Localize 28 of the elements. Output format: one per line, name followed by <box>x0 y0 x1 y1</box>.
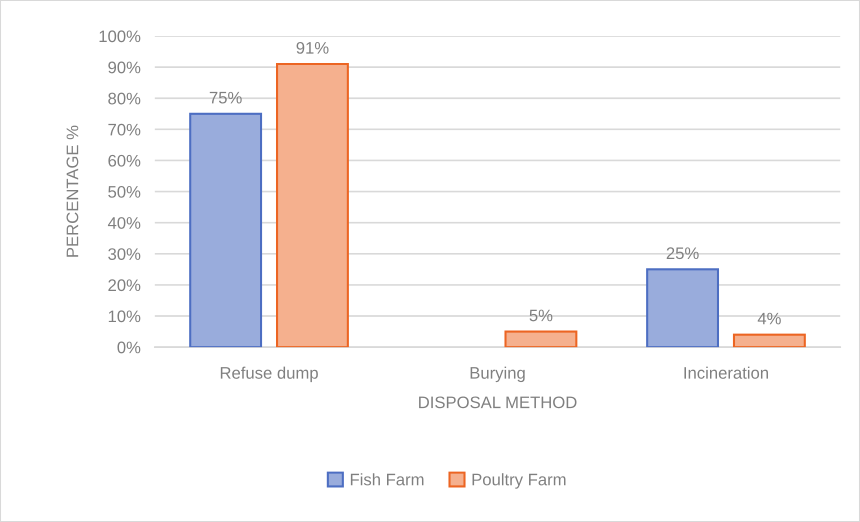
bar <box>189 112 262 348</box>
data-label: 75% <box>210 92 242 104</box>
x-axis-title: DISPOSAL METHOD <box>419 396 577 408</box>
y-tick-label: 90% <box>108 62 140 74</box>
data-label: 4% <box>758 312 781 324</box>
bar <box>276 62 349 348</box>
y-tick-label: 10% <box>108 310 140 322</box>
y-tick-label: 0% <box>117 342 140 354</box>
bar <box>646 268 720 348</box>
legend-label: Poultry Farm <box>472 473 566 489</box>
x-tick-label: Burying <box>470 366 525 382</box>
data-label: 5% <box>530 310 552 322</box>
bar <box>732 334 806 348</box>
y-tick-label: 70% <box>108 124 140 136</box>
y-axis-title: PERCENTAGE % <box>66 126 78 257</box>
data-label: 91% <box>296 42 329 54</box>
y-tick-label: 20% <box>108 279 140 292</box>
legend-label: Fish Farm <box>350 473 424 486</box>
y-tick-label: 100% <box>100 30 140 42</box>
y-tick-label: 50% <box>108 186 140 198</box>
y-tick-label: 40% <box>108 217 140 229</box>
x-tick-label: Incineration <box>684 366 768 379</box>
x-tick-label: Refuse dump <box>220 366 318 382</box>
y-tick-label: 80% <box>108 92 140 104</box>
y-tick-label: 30% <box>108 248 140 260</box>
bar <box>504 330 578 348</box>
y-tick-label: 60% <box>108 154 140 167</box>
data-label: 25% <box>666 247 699 260</box>
